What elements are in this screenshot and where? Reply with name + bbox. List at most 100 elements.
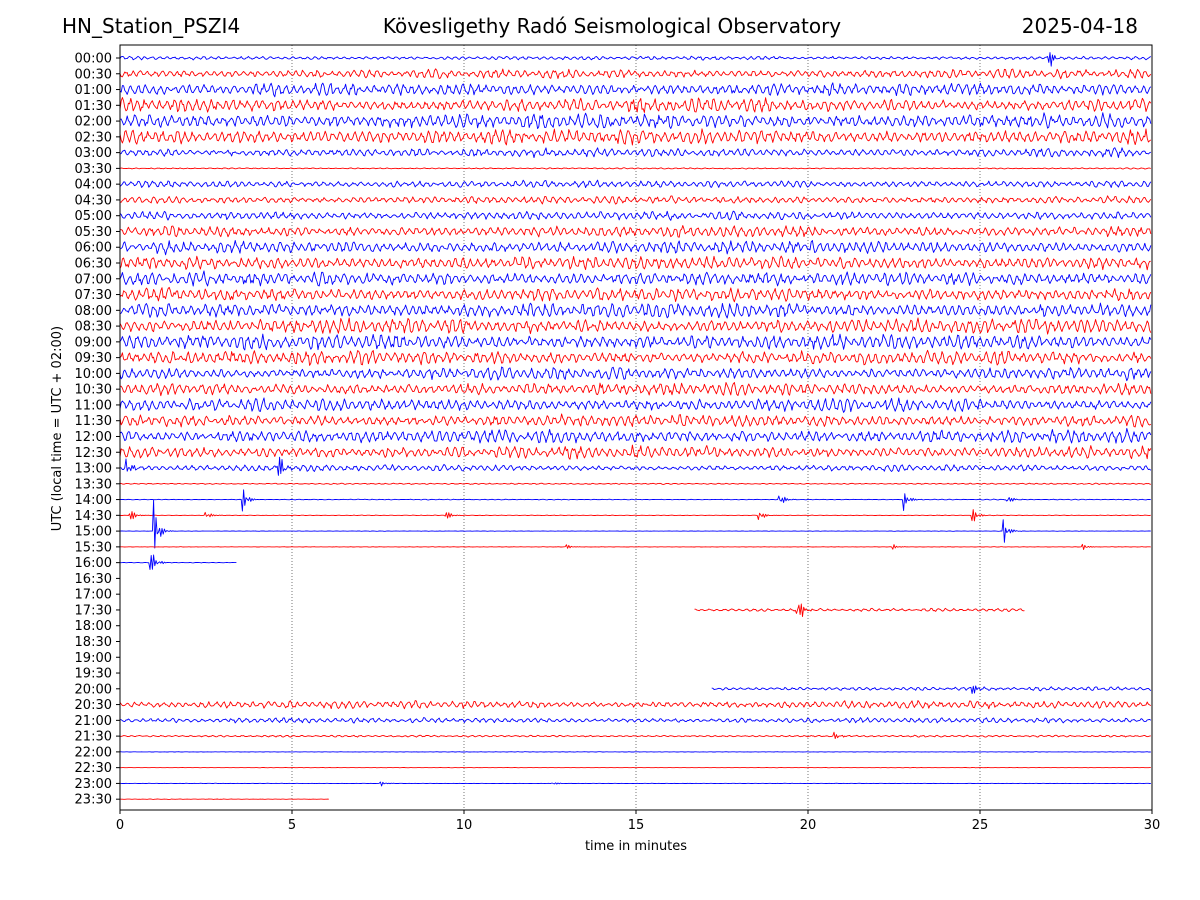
y-tick-label: 22:00 — [75, 745, 112, 760]
y-tick-label: 03:00 — [75, 146, 112, 161]
trace-13:00 — [120, 456, 1152, 476]
y-tick-label: 16:00 — [75, 556, 112, 571]
x-tick-label: 30 — [1144, 818, 1161, 833]
trace-23:00 — [119, 781, 1151, 787]
trace-09:00 — [119, 333, 1152, 351]
y-tick-label: 05:30 — [75, 225, 112, 240]
trace-15:00 — [119, 499, 1151, 549]
y-tick-label: 07:00 — [75, 272, 112, 287]
x-tick-label: 10 — [456, 818, 473, 833]
trace-12:30 — [119, 444, 1152, 460]
y-tick-label: 19:00 — [75, 651, 112, 666]
y-tick-label: 13:30 — [75, 477, 112, 492]
trace-11:00 — [119, 397, 1152, 413]
y-tick-label: 04:30 — [75, 193, 112, 208]
trace-01:30 — [119, 97, 1152, 113]
x-axis-label: time in minutes — [585, 839, 687, 854]
y-tick-label: 21:30 — [75, 730, 112, 745]
trace-06:30 — [119, 255, 1151, 271]
y-tick-label: 17:30 — [75, 603, 112, 618]
trace-04:30 — [119, 195, 1152, 205]
trace-07:30 — [119, 286, 1152, 303]
y-tick-label: 21:00 — [75, 714, 112, 729]
trace-00:30 — [119, 68, 1152, 80]
trace-09:30 — [119, 349, 1152, 366]
y-tick-label: 14:00 — [75, 493, 112, 508]
trace-14:00 — [120, 489, 1151, 512]
grid-lines — [291, 45, 981, 810]
trace-21:00 — [120, 717, 1152, 724]
trace-17:30 — [694, 603, 1025, 618]
y-tick-label: 20:30 — [75, 698, 112, 713]
x-tick-label: 0 — [116, 818, 124, 833]
y-tick-label: 18:30 — [75, 635, 112, 650]
y-tick-label: 09:00 — [75, 335, 112, 350]
y-tick-label: 07:30 — [75, 288, 112, 303]
x-tick-label: 25 — [972, 818, 989, 833]
station-name: HN_Station_PSZI4 — [62, 14, 241, 38]
y-tick-label: 09:30 — [75, 351, 112, 366]
y-tick-label: 02:00 — [75, 115, 112, 130]
y-tick-label: 01:30 — [75, 99, 112, 114]
y-tick-label: 08:00 — [75, 304, 112, 319]
trace-08:30 — [119, 317, 1152, 335]
y-tick-label: 08:30 — [75, 320, 112, 335]
trace-02:00 — [119, 112, 1152, 130]
trace-10:30 — [119, 382, 1152, 397]
y-tick-label: 13:00 — [75, 462, 112, 477]
y-tick-label: 12:00 — [75, 430, 112, 445]
trace-13:30 — [120, 482, 1151, 485]
trace-04:00 — [119, 179, 1152, 189]
y-tick-label: 06:00 — [75, 241, 112, 256]
x-tick-label: 20 — [800, 818, 817, 833]
y-tick-label: 02:30 — [75, 130, 112, 145]
y-tick-label: 23:30 — [75, 793, 112, 808]
y-tick-label: 15:00 — [75, 525, 112, 540]
x-tick-label: 15 — [628, 818, 645, 833]
y-axis-label: UTC (local time = UTC + 02:00) — [50, 326, 65, 531]
trace-05:00 — [119, 210, 1152, 221]
y-tick-label: 03:30 — [75, 162, 112, 177]
trace-16:00 — [120, 554, 237, 570]
y-tick-label: 00:00 — [75, 52, 112, 67]
trace-02:30 — [119, 128, 1152, 146]
x-axis-ticks: 0 5 10 15 20 25 30 — [116, 810, 1160, 833]
y-tick-label: 14:30 — [75, 509, 112, 524]
y-tick-label: 15:30 — [75, 540, 112, 555]
trace-06:00 — [119, 240, 1152, 256]
trace-10:00 — [119, 366, 1152, 382]
trace-05:30 — [119, 225, 1152, 238]
y-tick-label: 17:00 — [75, 588, 112, 603]
trace-01:00 — [119, 82, 1152, 98]
trace-03:00 — [119, 147, 1152, 159]
y-tick-label: 19:30 — [75, 667, 112, 682]
y-tick-label: 10:00 — [75, 367, 112, 382]
trace-21:30 — [119, 731, 1151, 740]
y-tick-label: 11:00 — [75, 398, 112, 413]
y-axis-ticks: 00:0000:3001:0001:3002:0002:3003:0003:30… — [75, 52, 120, 808]
y-tick-label: 16:30 — [75, 572, 112, 587]
trace-14:30 — [120, 509, 1151, 522]
chart-date: 2025-04-18 — [1021, 14, 1138, 38]
y-tick-label: 00:30 — [75, 67, 112, 82]
y-tick-label: 10:30 — [75, 383, 112, 398]
trace-11:30 — [119, 413, 1152, 428]
trace-15:30 — [120, 543, 1151, 550]
y-tick-label: 22:30 — [75, 761, 112, 776]
trace-20:30 — [119, 700, 1152, 710]
trace-07:00 — [119, 270, 1152, 287]
trace-00:00 — [119, 52, 1152, 67]
y-tick-label: 06:30 — [75, 257, 112, 272]
y-tick-label: 11:30 — [75, 414, 112, 429]
trace-20:00 — [711, 685, 1152, 694]
y-tick-label: 01:00 — [75, 83, 112, 98]
y-tick-label: 23:00 — [75, 777, 112, 792]
y-tick-label: 05:00 — [75, 209, 112, 224]
x-tick-label: 5 — [288, 818, 296, 833]
y-tick-label: 20:00 — [75, 682, 112, 697]
seismic-traces — [119, 52, 1152, 800]
y-tick-label: 18:00 — [75, 619, 112, 634]
y-tick-label: 04:00 — [75, 178, 112, 193]
trace-03:30 — [119, 167, 1151, 170]
